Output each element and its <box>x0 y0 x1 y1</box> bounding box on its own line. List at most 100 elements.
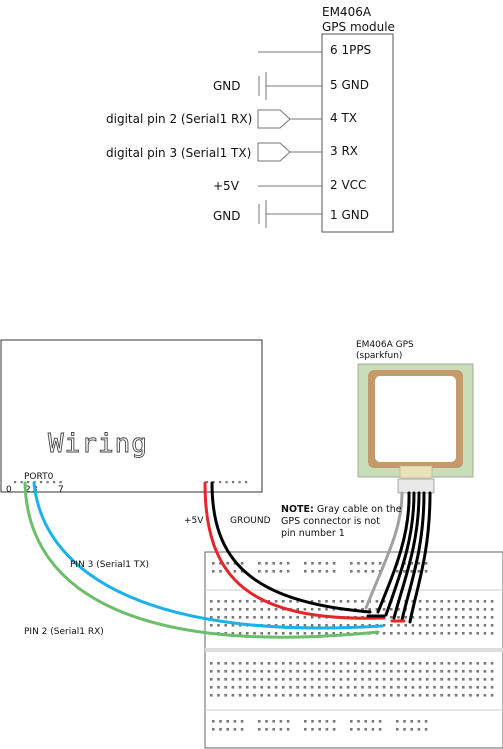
wire-label-pin2: PIN 2 (Serial1 RX) <box>24 627 104 637</box>
breadboard-hole <box>375 686 379 689</box>
breadboard-hole <box>433 600 436 603</box>
breadboard-hole <box>224 678 227 681</box>
breadboard-hole <box>240 562 244 565</box>
breadboard-hole <box>440 632 443 635</box>
wire-black-2 <box>384 491 416 617</box>
breadboard-hole <box>404 686 407 689</box>
breadboard-hole <box>462 662 465 665</box>
breadboard-hole <box>272 720 275 723</box>
breadboard-hole <box>357 728 360 731</box>
breadboard-hole <box>289 600 292 603</box>
breadboard-hole <box>364 562 367 565</box>
connector-tx <box>257 109 291 129</box>
breadboard-hole <box>339 624 343 627</box>
breadboard-hole <box>447 670 451 673</box>
breadboard-hole <box>418 600 422 603</box>
breadboard-hole <box>212 562 215 565</box>
breadboard-hole <box>303 624 307 627</box>
breadboard-hole <box>364 570 367 573</box>
breadboard-hole <box>375 694 379 697</box>
breadboard-hole <box>375 670 379 673</box>
breadboard-hole <box>289 694 292 697</box>
breadboard-hole <box>246 632 249 635</box>
breadboard-hole <box>318 632 321 635</box>
breadboard-hole <box>318 562 321 565</box>
breadboard-hole <box>346 678 350 681</box>
breadboard-hole <box>375 608 379 611</box>
breadboard-hole <box>274 662 278 665</box>
breadboard-hole <box>274 600 278 603</box>
breadboard-hole <box>267 670 271 673</box>
module-pin-4: 4 TX <box>330 111 357 125</box>
breadboard-hole <box>404 632 407 635</box>
breadboard-hole <box>426 694 429 697</box>
module-title-line2: GPS module <box>322 20 395 34</box>
breadboard-hole <box>440 686 443 689</box>
breadboard-hole <box>224 600 227 603</box>
breadboard-hole <box>226 562 229 565</box>
breadboard-hole <box>411 662 415 665</box>
breadboard-hole <box>231 694 235 697</box>
breadboard-hole <box>390 624 393 627</box>
schematic: EM406A GPS module 6 1PPS 5 GND 4 TX 3 RX… <box>106 5 395 233</box>
breadboard-hole <box>310 624 314 627</box>
breadboard-hole <box>397 678 400 681</box>
breadboard-hole <box>454 678 458 681</box>
breadboard-hole <box>253 662 256 665</box>
breadboard-hole <box>483 670 487 673</box>
breadboard-hole <box>426 632 429 635</box>
breadboard-hole <box>397 624 400 627</box>
breadboard-hole <box>440 662 443 665</box>
breadboard-hole <box>304 562 307 565</box>
label-digital-pin-3: digital pin 3 (Serial1 TX) <box>106 146 251 160</box>
breadboard-hole <box>433 694 436 697</box>
breadboard-hole <box>279 728 283 731</box>
breadboard-hole <box>483 678 487 681</box>
gps-caption-line1: EM406A GPS <box>356 340 414 350</box>
breadboard-hole <box>274 632 278 635</box>
breadboard-hole <box>417 728 421 731</box>
board-header-pin <box>212 481 215 484</box>
breadboard-hole <box>265 728 268 731</box>
breadboard-hole <box>296 616 299 619</box>
breadboard-hole <box>339 686 343 689</box>
breadboard-hole <box>361 600 364 603</box>
breadboard-hole <box>289 678 292 681</box>
breadboard-hole <box>260 662 263 665</box>
breadboard-hole <box>318 694 321 697</box>
module-box <box>321 33 394 233</box>
breadboard-hole <box>469 678 472 681</box>
breadboard-hole <box>382 624 386 627</box>
breadboard-hole <box>258 562 261 565</box>
breadboard-hole <box>483 662 487 665</box>
breadboard-hole <box>296 600 299 603</box>
breadboard-hole <box>426 662 429 665</box>
breadboard-hole <box>440 624 443 627</box>
breadboard-hole <box>346 686 350 689</box>
breadboard-hole <box>447 632 451 635</box>
breadboard-hole <box>240 728 244 731</box>
breadboard-hole <box>346 600 350 603</box>
breadboard-hole <box>325 694 328 697</box>
board-header-pin <box>225 481 228 484</box>
breadboard-hole <box>469 632 472 635</box>
breadboard-hole <box>310 670 314 673</box>
board-header-pin <box>59 481 62 484</box>
breadboard-hole <box>246 600 249 603</box>
breadboard-hole <box>310 616 314 619</box>
breadboard-hole <box>411 624 415 627</box>
breadboard-hole <box>371 562 375 565</box>
breadboard-hole <box>424 562 428 565</box>
breadboard-hole <box>310 662 314 665</box>
breadboard-hole <box>433 624 436 627</box>
breadboard-hole <box>390 662 393 665</box>
breadboard-hole <box>210 678 213 681</box>
breadboard-hole <box>390 686 393 689</box>
breadboard-hole <box>303 678 307 681</box>
breadboard-hole <box>282 694 285 697</box>
breadboard-hole <box>490 632 494 635</box>
breadboard-hole <box>490 662 494 665</box>
breadboard-hole <box>303 686 307 689</box>
breadboard-hole <box>346 694 350 697</box>
